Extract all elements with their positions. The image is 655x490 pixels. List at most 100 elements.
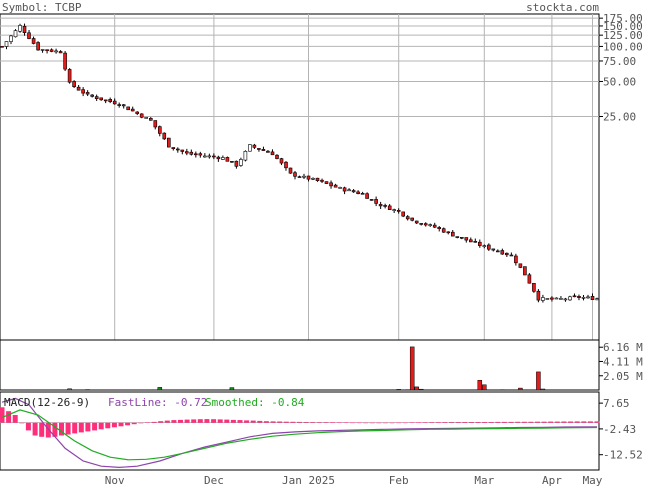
macd-histogram-bar xyxy=(509,422,514,423)
macd-histogram-bar xyxy=(323,422,328,423)
candle-up xyxy=(239,159,242,165)
candle-down xyxy=(578,296,581,297)
candle-down xyxy=(140,114,143,117)
macd-histogram-bar xyxy=(535,422,540,423)
candle-down xyxy=(456,237,459,238)
candle-down xyxy=(361,193,364,194)
candle-down xyxy=(510,255,513,256)
candle-down xyxy=(46,50,49,51)
macd-histogram-bar xyxy=(489,422,494,423)
candle-down xyxy=(514,256,517,263)
candle-down xyxy=(118,105,121,106)
candle-up xyxy=(429,225,432,226)
volume-bar xyxy=(478,380,482,390)
macd-histogram-bar xyxy=(165,421,170,423)
candle-down xyxy=(550,298,553,299)
candle-down xyxy=(158,127,161,134)
symbol-label: Symbol: TCBP xyxy=(2,1,82,14)
candle-down xyxy=(37,43,40,51)
macd-histogram-bar xyxy=(152,422,157,423)
macd-histogram-bar xyxy=(363,423,368,424)
candle-down xyxy=(154,121,157,128)
candle-down xyxy=(420,223,423,224)
candle-down xyxy=(370,199,373,200)
candle-down xyxy=(266,151,269,152)
volume-axis: 6.16 M4.11 M2.05 M xyxy=(599,341,643,383)
macd-histogram-bar xyxy=(46,423,51,438)
candle-down xyxy=(113,101,116,104)
volume-tick-label: 6.16 M xyxy=(603,341,643,354)
candle-down xyxy=(190,152,193,154)
macd-histogram-bar xyxy=(317,422,322,423)
candle-up xyxy=(564,299,567,300)
macd-tick-label: 7.65 xyxy=(603,397,630,410)
price-tick-label: 25.00 xyxy=(603,110,636,123)
macd-histogram-bar xyxy=(310,422,315,423)
volume-bar xyxy=(415,387,419,390)
candle-down xyxy=(226,157,229,161)
volume-bar xyxy=(419,389,423,390)
candle-down xyxy=(465,238,468,241)
x-axis-label: May xyxy=(583,474,603,486)
candle-down xyxy=(298,177,301,178)
candle-down xyxy=(519,264,522,268)
candle-down xyxy=(100,98,103,100)
macd-histogram-bar xyxy=(66,423,71,435)
macd-smoothed-label: Smoothed: -0.84 xyxy=(205,396,305,409)
candle-down xyxy=(127,107,130,110)
macd-histogram-bar xyxy=(502,422,507,423)
macd-histogram-bar xyxy=(416,422,421,423)
macd-histogram-bar xyxy=(277,422,282,423)
candle-down xyxy=(415,221,418,223)
candle-down xyxy=(460,237,463,238)
macd-histogram-bar xyxy=(337,422,342,423)
macd-histogram-bar xyxy=(72,423,77,434)
macd-histogram-bar xyxy=(575,421,580,422)
macd-histogram-bar xyxy=(257,421,262,423)
candle-down xyxy=(285,162,288,168)
candle-down xyxy=(289,168,292,173)
volume-bar xyxy=(230,388,234,390)
candle-down xyxy=(91,95,94,96)
candle-down xyxy=(469,240,472,242)
macd-histogram-bar xyxy=(555,422,560,423)
candle-up xyxy=(10,36,13,42)
candle-up xyxy=(5,42,8,47)
candle-down xyxy=(167,138,170,147)
macd-tick-label: -12.52 xyxy=(603,449,643,462)
volume-bar xyxy=(518,388,522,390)
macd-histogram-bar xyxy=(178,420,183,423)
candle-down xyxy=(95,97,98,99)
candle-down xyxy=(280,159,283,164)
macd-histogram-bar xyxy=(390,423,395,424)
candle-down xyxy=(447,232,450,233)
macd-histogram-bar xyxy=(357,423,362,424)
candle-up xyxy=(555,298,558,299)
candle-down xyxy=(384,205,387,206)
candle-up xyxy=(208,156,211,157)
macd-histogram-bar xyxy=(211,419,216,423)
candle-down xyxy=(438,227,441,228)
macd-histogram-bar xyxy=(548,422,553,423)
macd-histogram-bar xyxy=(13,415,18,423)
macd-histogram-bar xyxy=(343,422,348,423)
macd-histogram-bar xyxy=(449,422,454,423)
candle-up xyxy=(587,297,590,298)
candle-down xyxy=(163,133,166,139)
candle-up xyxy=(55,51,58,52)
macd-histogram-bar xyxy=(99,423,104,430)
macd-histogram-bar xyxy=(581,421,586,422)
candle-down xyxy=(487,245,490,249)
candle-down xyxy=(181,150,184,152)
macd-histogram-bar xyxy=(79,423,84,433)
macd-histogram-bar xyxy=(238,420,243,423)
macd-histogram-bar xyxy=(350,423,355,424)
macd-histogram-bar xyxy=(542,422,547,423)
candle-down xyxy=(59,52,62,53)
macd-histogram-bar xyxy=(125,423,130,426)
macd-histogram-bar xyxy=(290,422,295,423)
macd-histogram-bar xyxy=(191,419,196,422)
macd-histogram-bar xyxy=(26,423,31,431)
volume-bar xyxy=(397,389,401,390)
candle-up xyxy=(203,156,206,157)
